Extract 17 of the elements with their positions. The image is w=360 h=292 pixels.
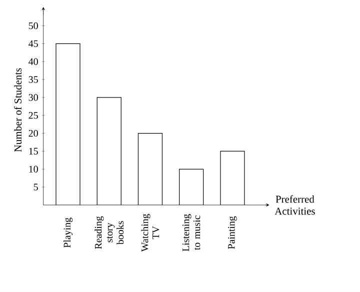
x-axis-title: Preferred Activities xyxy=(274,195,315,215)
x-tick-label: Painting xyxy=(228,216,237,250)
y-tick-label: 35 xyxy=(28,76,38,83)
y-tick-label: 5 xyxy=(34,184,38,190)
x-tick-label: Reading story books xyxy=(94,216,124,250)
y-tick-label: 50 xyxy=(28,22,38,30)
x-tick-label: Playing xyxy=(63,218,73,248)
y-tick-label: 30 xyxy=(28,94,38,101)
y-tick-label: 40 xyxy=(28,58,38,65)
y-tick-label: 20 xyxy=(28,130,38,137)
y-axis-title: Number of Students xyxy=(14,68,22,152)
x-tick-label: Watching TV xyxy=(141,214,160,252)
x-tick-label: Listening to music xyxy=(182,214,200,252)
y-tick-label: 15 xyxy=(29,148,38,155)
y-tick-label: 45 xyxy=(28,40,38,47)
y-tick-label: 10 xyxy=(29,166,38,173)
y-tick-label: 25 xyxy=(28,112,38,119)
